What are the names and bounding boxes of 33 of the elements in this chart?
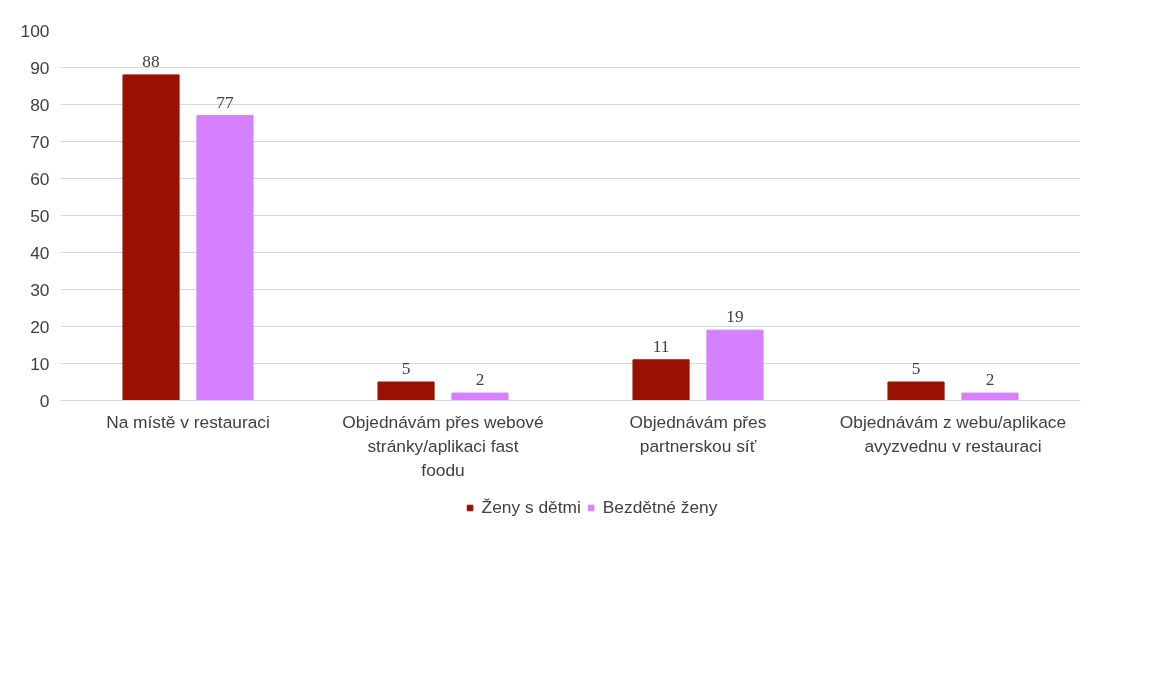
bar [887,381,945,401]
data-label: 5 [401,359,411,378]
data-label: 5 [911,359,921,378]
x-tick-label: Objednávám přes partnerskou síť [629,411,767,456]
bar [706,329,764,401]
legend-label: Bezdětné ženy [602,496,718,518]
x-tick-label: Na místě v restauraci [106,411,270,432]
data-label: 11 [652,336,670,356]
bar [632,359,690,401]
x-tick-label: Objednávám přes webové stránky/aplikaci fast foodu [342,411,544,480]
y-tick-label: 60 [30,168,50,189]
y-tick-label: 0 [39,390,50,411]
data-label: 2 [985,370,995,390]
data-label: 19 [726,307,744,327]
y-tick-label: 70 [30,131,50,152]
y-tick-label: 50 [30,205,50,226]
y-tick-label: 40 [30,242,50,263]
bar [961,392,1019,401]
legend-label: Ženy s dětmi [481,496,581,518]
data-label: 2 [475,370,485,390]
bar [122,74,180,401]
bar [451,392,509,401]
bar [196,115,254,401]
data-label: 88 [142,51,160,71]
y-tick-label: 10 [30,353,50,374]
y-tick-label: 20 [30,316,50,337]
y-tick-label: 30 [30,279,50,300]
x-tick-label: Objednávám z webu/aplikace avyzvednu v restauraci [839,411,1067,456]
data-label: 77 [216,92,234,112]
bar [377,381,435,401]
y-tick-label: 90 [30,57,50,78]
y-tick-label: 80 [30,94,50,115]
y-tick-label: 100 [20,20,50,41]
